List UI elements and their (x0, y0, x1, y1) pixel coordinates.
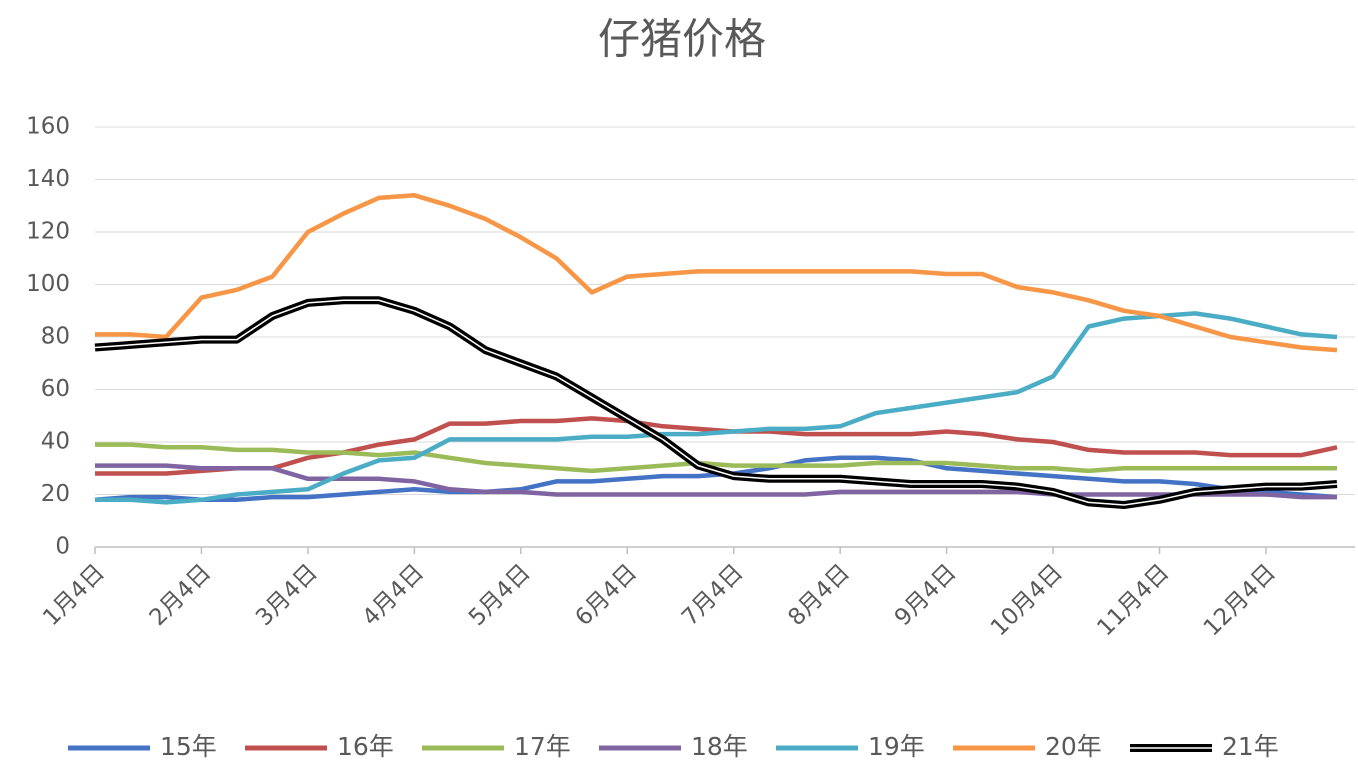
chart-title: 仔猪价格 (598, 15, 766, 64)
y-tick-label: 100 (26, 271, 70, 297)
x-tick-label: 3月4日 (251, 559, 323, 631)
x-tick-label: 8月4日 (783, 559, 855, 631)
y-tick-label: 60 (41, 376, 70, 402)
line-series (95, 442, 1337, 474)
x-tick-label: 6月4日 (570, 559, 642, 631)
line-series (95, 463, 1337, 500)
y-tick-label: 160 (26, 114, 70, 140)
line-series-core (94, 299, 1338, 506)
y-tick-label: 80 (41, 324, 70, 350)
x-tick-label: 2月4日 (145, 559, 217, 631)
y-tick-label: 40 (41, 429, 70, 455)
legend-label: 18年 (691, 732, 748, 761)
x-tick-label: 5月4日 (464, 559, 536, 631)
x-tick-label: 10月4日 (986, 559, 1068, 641)
legend-label: 21年 (1222, 732, 1279, 761)
x-tick-label: 12月4日 (1199, 559, 1281, 641)
legend-label: 15年 (160, 732, 217, 761)
line-series (94, 296, 1338, 509)
line-series (95, 193, 1338, 353)
y-tick-label: 20 (41, 481, 70, 507)
x-tick-label: 4月4日 (358, 559, 430, 631)
line-series (95, 416, 1338, 476)
legend-label: 16年 (337, 732, 394, 761)
x-tick-label: 1月4日 (38, 559, 110, 631)
legend-label: 20年 (1045, 732, 1102, 761)
x-tick-label: 7月4日 (677, 559, 749, 631)
x-tick-label: 9月4日 (890, 559, 962, 631)
legend-label: 19年 (868, 732, 925, 761)
y-tick-label: 140 (26, 166, 70, 192)
y-tick-label: 0 (55, 534, 70, 560)
line-series (95, 311, 1338, 505)
legend-label: 17年 (514, 732, 571, 761)
y-tick-label: 120 (26, 219, 70, 245)
x-tick-label: 11月4日 (1092, 559, 1174, 641)
